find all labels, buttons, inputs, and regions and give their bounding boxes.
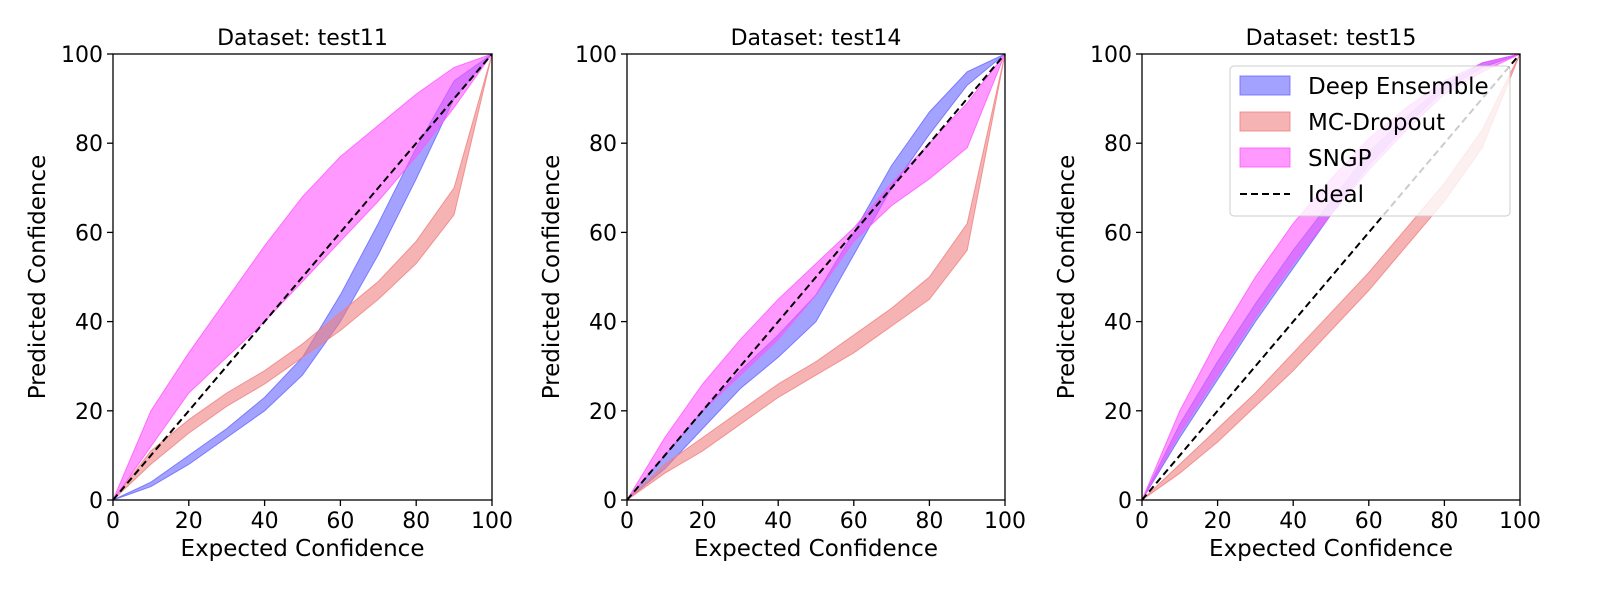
ideal-line xyxy=(112,53,493,501)
y-tick-label: 60 xyxy=(1104,221,1132,246)
axes-frame xyxy=(112,53,493,501)
y-axis-label: Predicted Confidence xyxy=(539,155,565,400)
y-tick-label: 40 xyxy=(75,311,103,336)
x-tick-label: 20 xyxy=(1204,509,1232,534)
x-axis-label: Expected Confidence xyxy=(694,536,938,562)
y-tick-label: 80 xyxy=(589,132,617,157)
legend: Deep Ensemble MC-Dropout SNGP Ideal xyxy=(1229,65,1511,217)
y-tick-label: 20 xyxy=(75,400,103,425)
y-tick-label: 60 xyxy=(75,221,103,246)
y-tick-label: 0 xyxy=(603,489,617,514)
legend-label: SNGP xyxy=(1308,146,1372,172)
x-tick-label: 100 xyxy=(471,509,513,534)
y-tick-label: 40 xyxy=(589,311,617,336)
x-tick-label: 60 xyxy=(326,509,354,534)
x-tick-label: 20 xyxy=(175,509,203,534)
y-tick-label: 100 xyxy=(575,43,617,68)
chart-panel-1: 0 20 40 60 80 100 0 20 40 60 80 100 Dataset: test11 E… xyxy=(25,26,513,562)
x-tick-label: 100 xyxy=(984,509,1026,534)
x-axis-label: Expected Confidence xyxy=(181,536,425,562)
legend-label: MC-Dropout xyxy=(1308,110,1445,136)
chart-title: Dataset: test11 xyxy=(217,26,388,51)
x-tick-label: 40 xyxy=(1279,509,1307,534)
chart-title: Dataset: test15 xyxy=(1246,26,1417,51)
y-tick-label: 40 xyxy=(1104,311,1132,336)
x-tick-label: 40 xyxy=(251,509,279,534)
y-tick-label: 80 xyxy=(1104,132,1132,157)
x-tick-label: 100 xyxy=(1499,509,1541,534)
x-axis-label: Expected Confidence xyxy=(1209,536,1453,562)
x-tick-label: 80 xyxy=(1430,509,1458,534)
x-tick-label: 60 xyxy=(1355,509,1383,534)
y-tick-label: 0 xyxy=(89,489,103,514)
ideal-line xyxy=(626,53,1006,501)
y-axis-label: Predicted Confidence xyxy=(1054,155,1080,400)
x-tick-label: 0 xyxy=(620,509,634,534)
x-tick-label: 80 xyxy=(915,509,943,534)
chart-panel-3: 0 20 40 60 80 100 0 20 40 60 80 100 Dataset: test15 E… xyxy=(1054,26,1541,562)
y-tick-label: 0 xyxy=(1118,489,1132,514)
chart-title: Dataset: test14 xyxy=(731,26,902,51)
x-tick-label: 0 xyxy=(1135,509,1149,534)
x-tick-label: 0 xyxy=(106,509,120,534)
y-tick-label: 20 xyxy=(1104,400,1132,425)
x-tick-label: 80 xyxy=(402,509,430,534)
y-tick-label: 80 xyxy=(75,132,103,157)
x-tick-label: 60 xyxy=(840,509,868,534)
y-tick-label: 20 xyxy=(589,400,617,425)
y-tick-label: 100 xyxy=(1090,43,1132,68)
legend-swatch xyxy=(1239,75,1291,96)
y-tick-label: 100 xyxy=(61,43,103,68)
y-tick-label: 60 xyxy=(589,221,617,246)
axes-frame xyxy=(1141,53,1521,501)
legend-swatch xyxy=(1239,111,1291,132)
axes-frame xyxy=(626,53,1006,501)
x-tick-label: 20 xyxy=(689,509,717,534)
chart-panel-2: 0 20 40 60 80 100 0 20 40 60 80 100 Dataset: test14 E… xyxy=(539,26,1026,562)
legend-label: Ideal xyxy=(1308,182,1364,208)
x-tick-label: 40 xyxy=(764,509,792,534)
legend-label: Deep Ensemble xyxy=(1308,74,1489,100)
y-axis-label: Predicted Confidence xyxy=(25,155,51,400)
legend-swatch xyxy=(1239,147,1291,168)
legend-box xyxy=(1229,65,1511,217)
